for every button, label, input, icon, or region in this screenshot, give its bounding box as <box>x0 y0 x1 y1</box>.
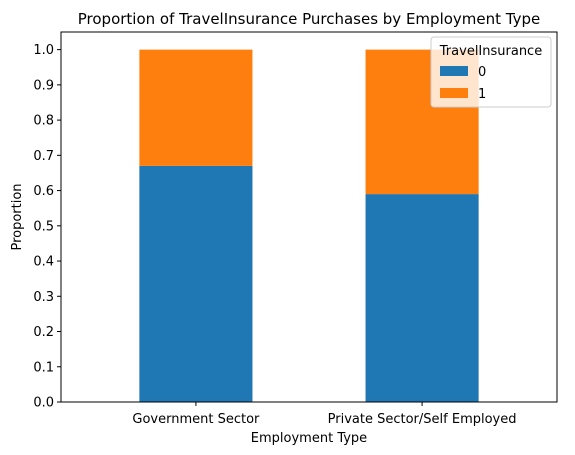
legend-title: TravelInsurance <box>439 44 542 59</box>
y-tick-label: 0.9 <box>33 78 54 93</box>
y-tick-label: 0.3 <box>33 290 54 305</box>
x-tick-label: Private Sector/Self Employed <box>328 412 517 427</box>
x-tick-label: Government Sector <box>132 412 260 427</box>
y-tick-label: 0.8 <box>33 114 54 129</box>
legend-label-0: 0 <box>478 65 486 80</box>
bar-series-1-0 <box>139 50 252 166</box>
y-tick-label: 0.6 <box>33 184 54 199</box>
bars-group <box>139 50 478 402</box>
y-axis-ticks: 0.0 0.1 0.2 0.3 0.4 0.5 0.6 0.7 0.8 0.9 1.0 <box>33 43 61 410</box>
y-tick-label: 0.4 <box>33 255 54 270</box>
bar-series-0-1 <box>366 194 479 402</box>
chart-title: Proportion of TravelInsurance Purchases … <box>78 10 541 28</box>
legend-swatch-0 <box>440 66 468 76</box>
bar-series-0-0 <box>139 166 252 402</box>
legend-swatch-1 <box>440 88 468 98</box>
y-tick-label: 0.5 <box>33 219 54 234</box>
y-tick-label: 0.0 <box>33 396 54 411</box>
y-tick-label: 0.2 <box>33 325 54 340</box>
x-axis-ticks: Government Sector Private Sector/Self Emp… <box>132 402 516 427</box>
legend-label-1: 1 <box>478 87 486 102</box>
y-tick-label: 0.1 <box>33 360 54 375</box>
y-tick-label: 1.0 <box>33 43 54 58</box>
x-axis-label: Employment Type <box>251 431 367 446</box>
y-axis-label: Proportion <box>10 183 25 250</box>
y-tick-label: 0.7 <box>33 149 54 164</box>
legend: TravelInsurance 0 1 <box>431 37 551 107</box>
